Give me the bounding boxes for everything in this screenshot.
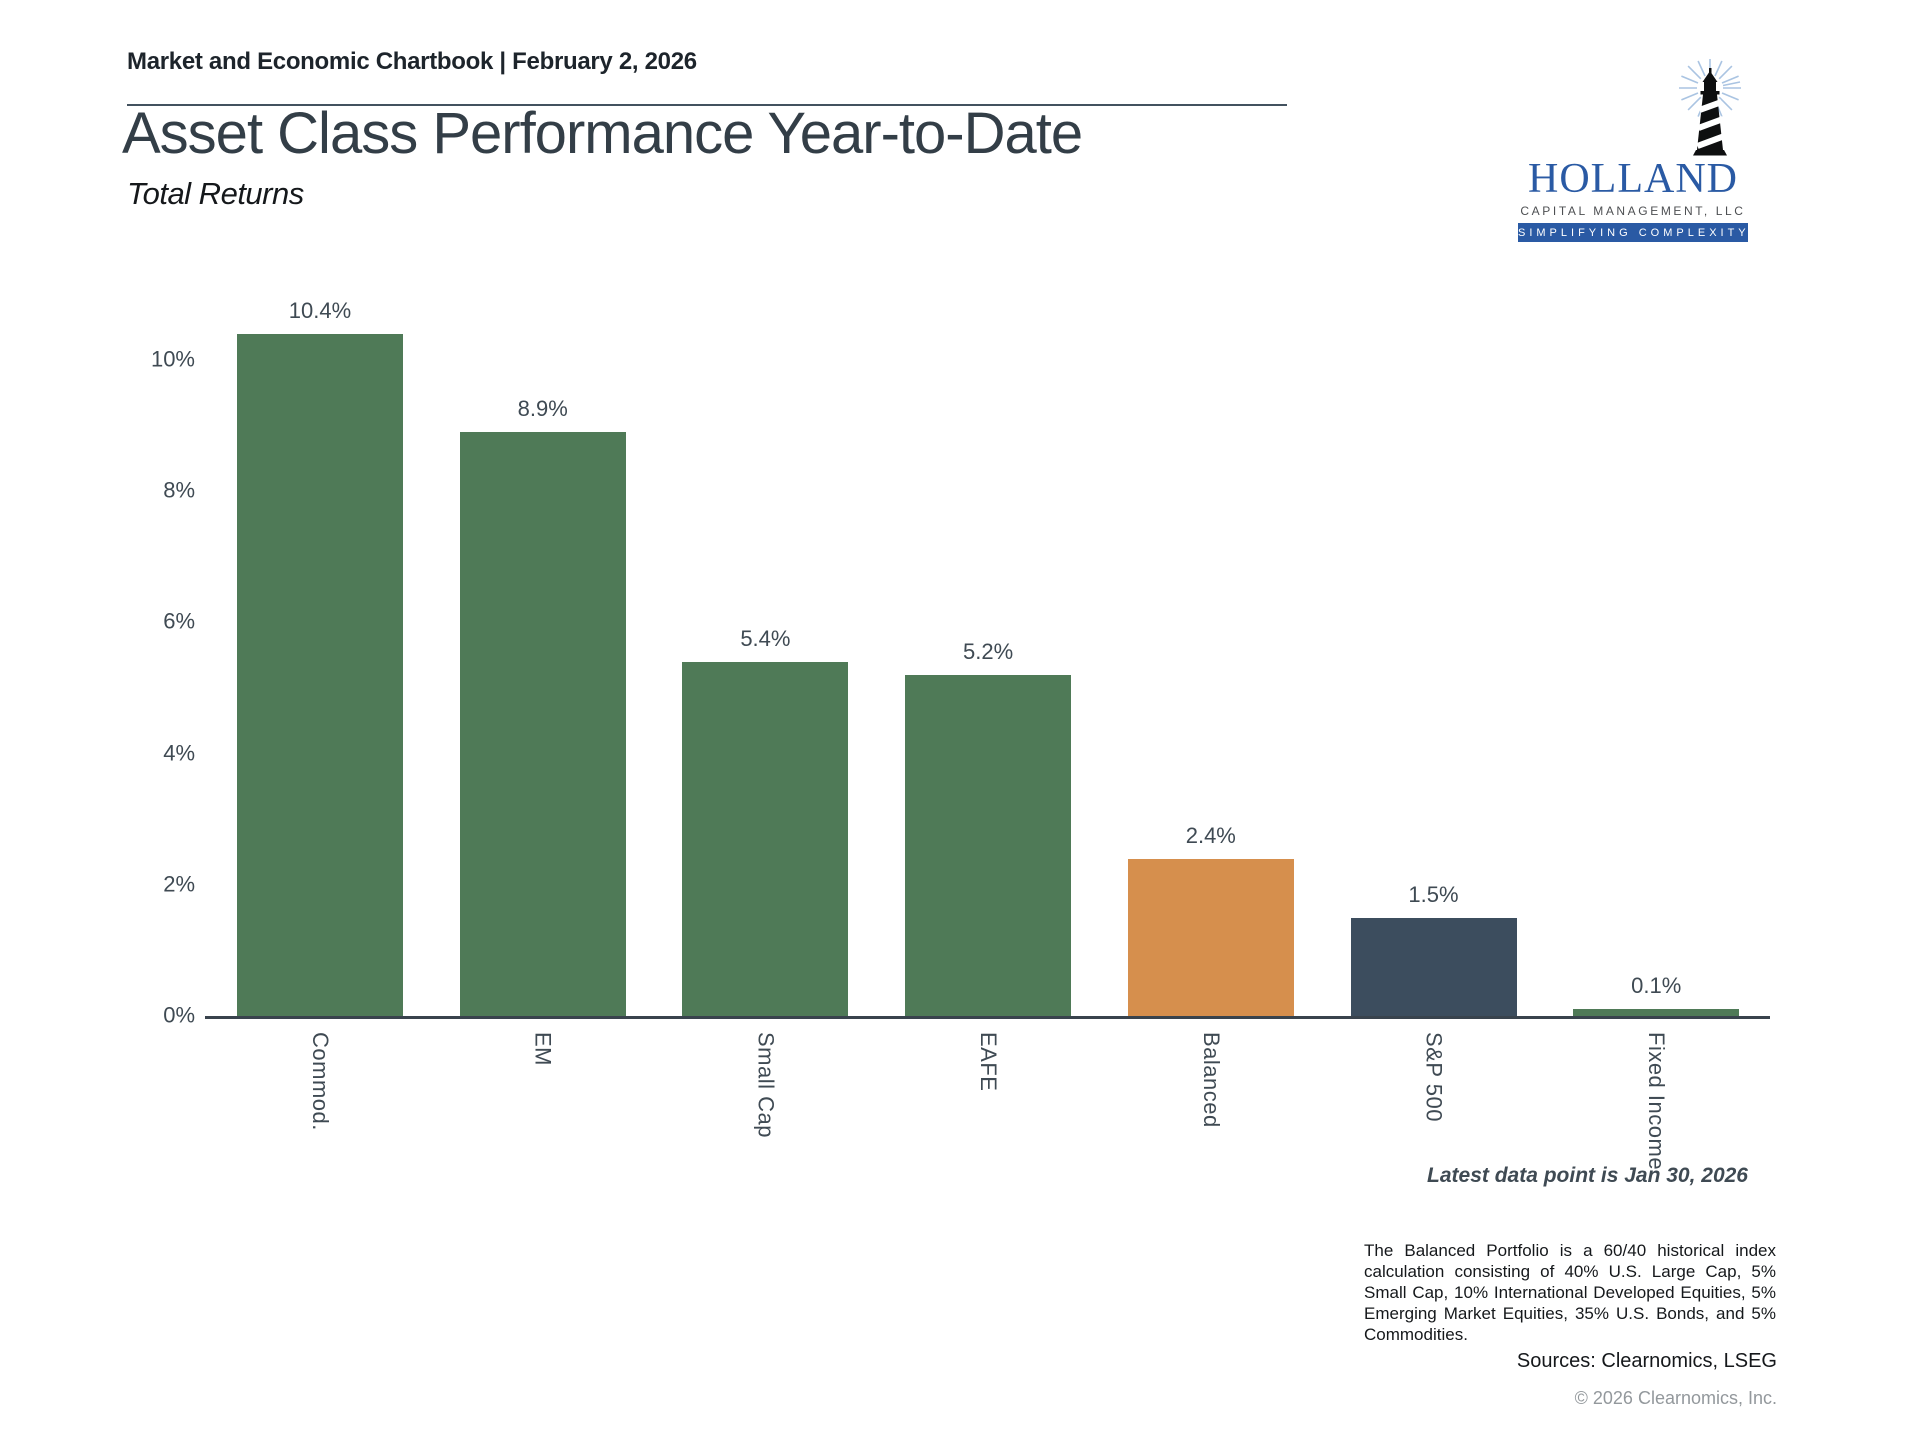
latest-data-note: Latest data point is Jan 30, 2026 bbox=[1427, 1164, 1748, 1187]
bar-value-label: 5.4% bbox=[740, 626, 791, 651]
logo-subname: CAPITAL MANAGEMENT, LLC bbox=[1520, 204, 1746, 218]
y-tick-label: 2% bbox=[163, 871, 195, 897]
lighthouse-icon bbox=[1679, 59, 1741, 156]
page-title: Asset Class Performance Year-to-Date bbox=[122, 101, 1083, 166]
plot-area: 10.4% 8.9% 5.4% 5.2% 2.4% 1.5% 0.1% bbox=[205, 298, 1770, 1019]
x-tick-label: Fixed Income bbox=[1644, 1032, 1670, 1171]
company-logo: HOLLAND CAPITAL MANAGEMENT, LLC SIMPLIFY… bbox=[1518, 58, 1748, 242]
bar-value-label: 1.5% bbox=[1408, 882, 1459, 907]
copyright: © 2026 Clearnomics, Inc. bbox=[1574, 1388, 1777, 1408]
x-tick-label: EAFE bbox=[976, 1032, 1002, 1092]
bar-eafe bbox=[905, 675, 1072, 1016]
bar-small-cap bbox=[682, 662, 849, 1016]
bar-value-label: 8.9% bbox=[517, 396, 568, 421]
page-subtitle: Total Returns bbox=[127, 176, 304, 211]
logo-tagline: SIMPLIFYING COMPLEXITY bbox=[1518, 223, 1748, 242]
x-tick-label: EM bbox=[530, 1032, 556, 1066]
bar-value-label: 2.4% bbox=[1185, 823, 1236, 848]
y-tick-label: 4% bbox=[163, 740, 195, 766]
bar-fixed-income bbox=[1573, 1009, 1740, 1016]
y-tick-label: 10% bbox=[150, 346, 195, 372]
bar-value-label: 0.1% bbox=[1631, 973, 1682, 998]
x-tick-label: Small Cap bbox=[753, 1032, 779, 1138]
bar-balanced bbox=[1127, 859, 1294, 1016]
bar-commod- bbox=[237, 334, 403, 1016]
bar-value-label: 10.4% bbox=[288, 298, 352, 323]
bar-value-label: 5.2% bbox=[963, 639, 1014, 664]
bar-s-p-500 bbox=[1350, 918, 1517, 1016]
x-tick-label: S&P 500 bbox=[1421, 1032, 1447, 1122]
sources: Sources: Clearnomics, LSEG bbox=[1516, 1350, 1777, 1372]
y-tick-label: 0% bbox=[163, 1002, 195, 1028]
bar-em bbox=[459, 432, 626, 1016]
header-divider bbox=[127, 104, 1287, 106]
y-tick-label: 8% bbox=[163, 477, 195, 503]
x-tick-label: Commod. bbox=[308, 1032, 333, 1131]
y-tick-label: 6% bbox=[163, 608, 195, 634]
x-tick-label: Balanced bbox=[1198, 1032, 1224, 1128]
footnote: The Balanced Portfolio is a 60/40 histor… bbox=[1364, 1241, 1776, 1344]
logo-name: HOLLAND bbox=[1528, 156, 1738, 202]
report-header: Market and Economic Chartbook | February… bbox=[127, 48, 697, 75]
